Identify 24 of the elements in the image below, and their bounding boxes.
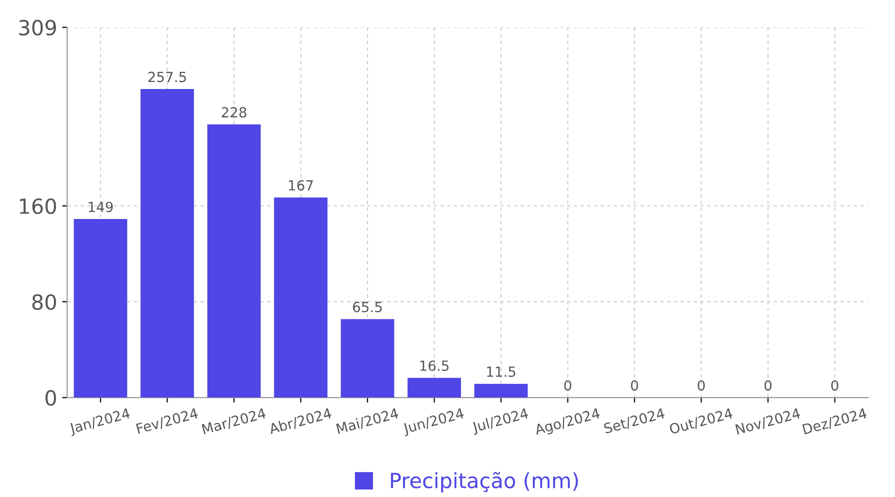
bar: [408, 378, 461, 398]
data-label: 0: [631, 380, 638, 391]
bar: [474, 384, 528, 398]
data-label: 167: [289, 180, 313, 191]
y-tick-label: 309: [19, 20, 56, 36]
data-label: 228: [222, 107, 246, 118]
data-label: 0: [764, 380, 772, 391]
y-tick-label: 80: [32, 294, 56, 310]
legend-label: Precipitação (mm): [390, 472, 578, 492]
bar: [74, 219, 128, 398]
bar: [140, 89, 194, 398]
data-label: 257.5: [148, 72, 186, 82]
y-tick-label: 160: [20, 198, 56, 214]
data-label: 149: [88, 202, 113, 212]
y-tick-label: 0: [46, 390, 56, 406]
data-label: 11.5: [487, 366, 516, 377]
data-label: 0: [698, 380, 705, 391]
data-label: 0: [831, 380, 838, 391]
data-label: 16.5: [420, 360, 449, 371]
bar: [207, 124, 261, 398]
data-label: 65.5: [353, 302, 382, 312]
bar: [274, 197, 328, 398]
data-label: 0: [564, 380, 572, 391]
bar: [340, 319, 394, 398]
